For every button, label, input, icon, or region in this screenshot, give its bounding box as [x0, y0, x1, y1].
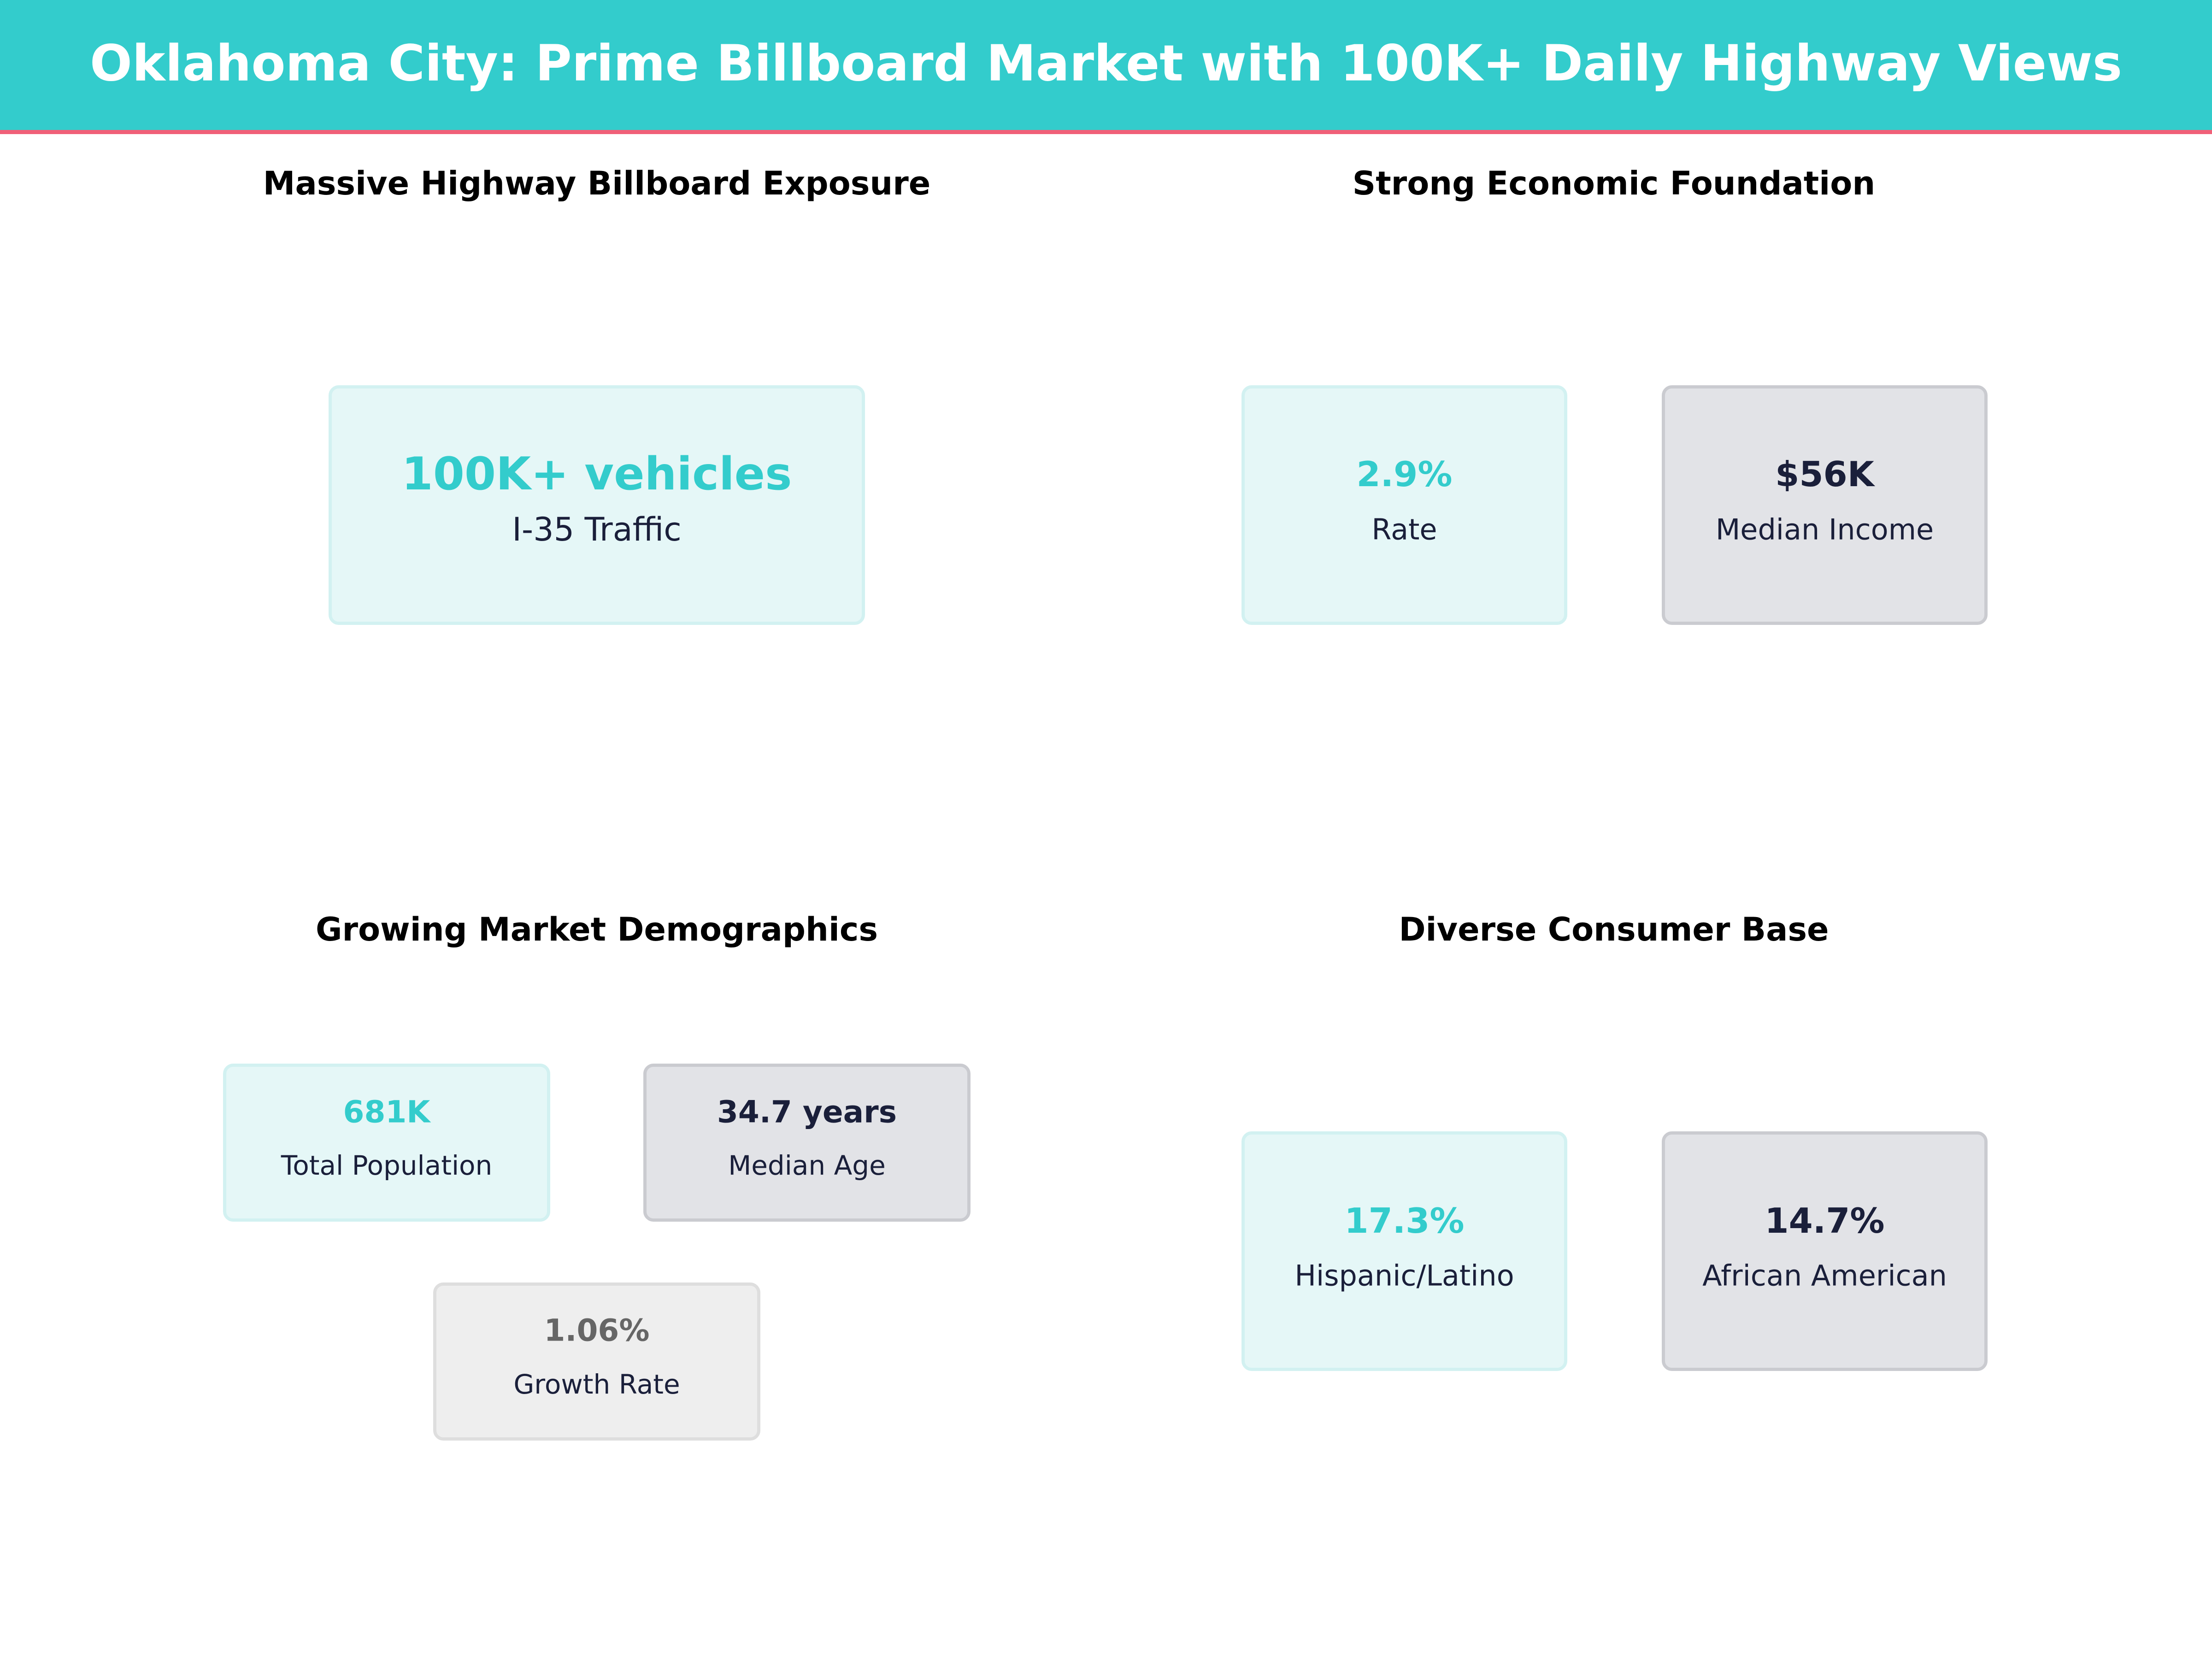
stat-label: Hispanic/Latino — [1294, 1259, 1514, 1293]
stat-card-growth-rate: 1.06% Growth Rate — [433, 1282, 760, 1441]
stat-label: Rate — [1371, 512, 1437, 547]
stat-label: Growth Rate — [513, 1369, 680, 1400]
stat-value: $56K — [1775, 454, 1874, 494]
page-title: Oklahoma City: Prime Billboard Market wi… — [89, 35, 2123, 93]
section-title-diversity: Diverse Consumer Base — [1399, 911, 1829, 948]
stat-value: 34.7 years — [717, 1094, 897, 1130]
stat-value: 2.9% — [1356, 454, 1453, 494]
stat-label: Median Income — [1715, 512, 1934, 547]
stat-label: Total Population — [281, 1150, 493, 1181]
stat-label: African American — [1702, 1259, 1947, 1293]
stat-card-african-american: 14.7% African American — [1662, 1131, 1988, 1371]
header-banner: Oklahoma City: Prime Billboard Market wi… — [0, 0, 2212, 134]
stat-card-traffic: 100K+ vehicles I-35 Traffic — [329, 385, 865, 625]
stat-value: 17.3% — [1344, 1200, 1465, 1241]
section-title-demographics: Growing Market Demographics — [315, 911, 878, 948]
stat-value: 100K+ vehicles — [401, 448, 792, 500]
stat-card-hispanic: 17.3% Hispanic/Latino — [1241, 1131, 1567, 1371]
section-title-exposure: Massive Highway Billboard Exposure — [263, 165, 931, 202]
stat-label: I-35 Traffic — [512, 511, 682, 548]
section-title-economic: Strong Economic Foundation — [1352, 165, 1876, 202]
stat-value: 14.7% — [1765, 1200, 1885, 1241]
stat-card-population: 681K Total Population — [223, 1064, 550, 1222]
stat-value: 681K — [343, 1094, 430, 1130]
stat-card-rate: 2.9% Rate — [1241, 385, 1567, 625]
stat-value: 1.06% — [544, 1312, 650, 1348]
stat-card-median-age: 34.7 years Median Age — [643, 1064, 971, 1222]
stat-label: Median Age — [728, 1150, 886, 1181]
stat-card-median-income: $56K Median Income — [1662, 385, 1988, 625]
